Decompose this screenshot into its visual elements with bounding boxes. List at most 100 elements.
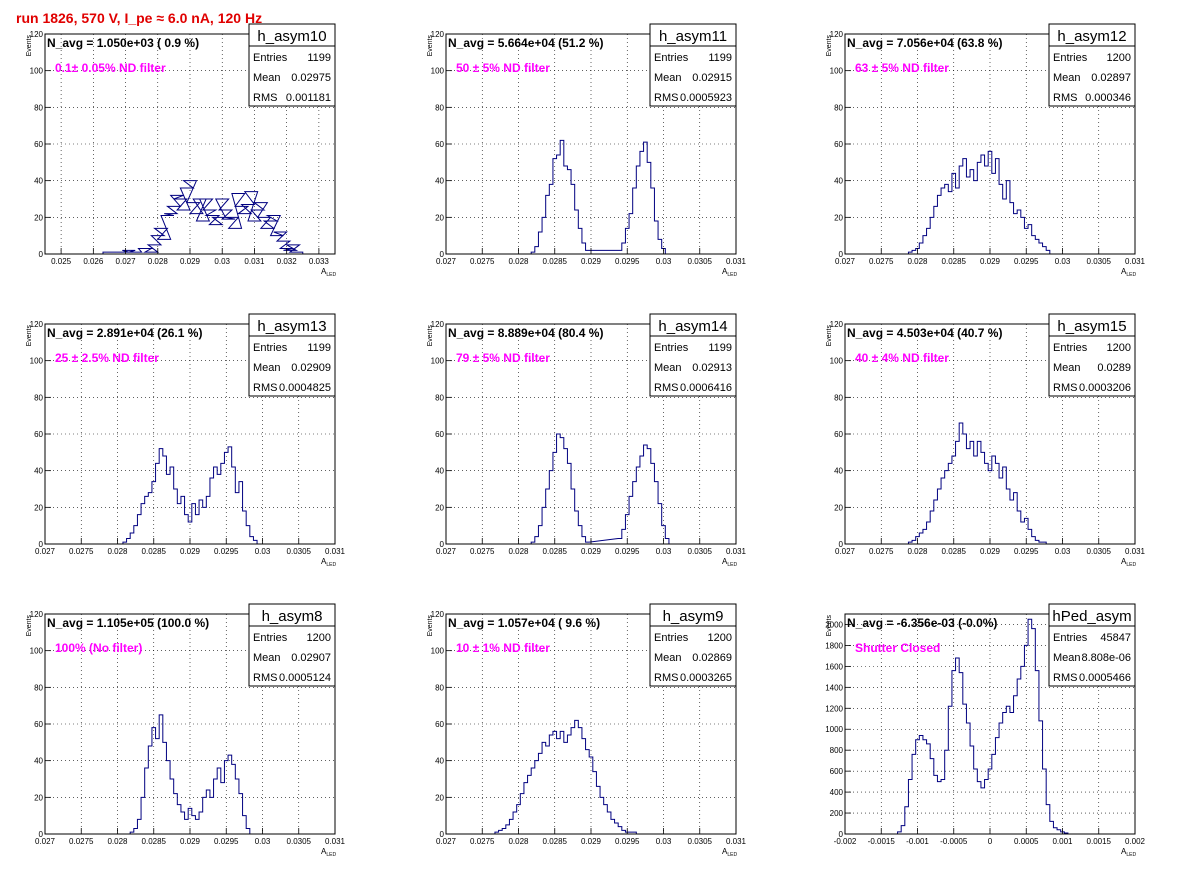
histogram-bin (185, 819, 189, 834)
stats-box: h_asym11 Entries 1199 Mean 0.02915 RMS 0.00059… (649, 23, 737, 107)
histogram-bin (912, 540, 916, 544)
histogram-bin (206, 790, 210, 834)
x-tick-label: 0.028 (148, 257, 169, 266)
filter-label: 79 ± 5% ND filter (456, 351, 550, 365)
n-avg-label: N_avg = 2.891e+04 (26.1 %) (47, 326, 202, 340)
histogram-bin (1024, 645, 1028, 834)
histogram-bin (992, 754, 996, 834)
histogram-bin (542, 742, 546, 834)
histogram-bin (235, 779, 239, 834)
y-axis-label: Events (26, 35, 33, 57)
stat-label: Entries (654, 52, 689, 64)
stats-box-frame (1048, 313, 1136, 397)
y-axis-label: Events (826, 615, 833, 637)
y-tick-label: 1000 (825, 725, 843, 734)
x-tick-label: 0.0295 (1014, 547, 1039, 556)
filter-label: 10 ± 1% ND filter (456, 641, 550, 655)
histogram-series (907, 150, 1051, 254)
stat-value: 0.0006416 (680, 382, 732, 394)
stats-box: h_asym15 Entries 1200 Mean 0.0289 RMS 0.000320… (1048, 313, 1136, 397)
y-tick-label: 120 (431, 610, 445, 619)
histogram-bin (593, 772, 597, 834)
histogram-bin (600, 797, 604, 834)
histogram-bin (1046, 805, 1050, 834)
histogram-bin (560, 438, 564, 544)
x-tick-label: 0 (988, 837, 993, 846)
x-tick-label: 0.0285 (543, 837, 568, 846)
stat-value: 1200 (307, 632, 331, 644)
y-axis-label: Events (427, 35, 434, 57)
histogram-bin (941, 478, 945, 544)
stat-label: Mean (654, 652, 682, 664)
histogram-bin (192, 504, 196, 544)
histogram-line (122, 446, 258, 544)
histogram-bin (209, 225, 222, 254)
histogram-bin (221, 783, 225, 834)
histogram-bin (905, 807, 909, 834)
histogram-bin (557, 434, 561, 544)
y-tick-label: 0 (39, 250, 44, 259)
stat-value: 0.0004825 (279, 382, 331, 394)
histogram-bin (654, 221, 658, 254)
y-tick-label: 0 (440, 830, 445, 839)
histogram-name: h_asym13 (257, 318, 326, 335)
histogram-bin (134, 526, 138, 544)
histogram-bin (158, 239, 171, 254)
histogram-bin (250, 537, 254, 544)
histogram-bin (985, 166, 989, 254)
histogram-bin (1039, 721, 1043, 834)
histogram-name: h_asym8 (262, 608, 323, 625)
x-axis-label-subscript: LED (727, 562, 737, 568)
stat-value: 0.0005466 (1079, 672, 1131, 684)
histogram-bin (607, 812, 611, 834)
histogram-bin (145, 768, 149, 834)
histogram-bin (538, 753, 542, 834)
x-tick-label: 0.0275 (470, 257, 495, 266)
stat-value: 0.02909 (291, 362, 331, 374)
stat-label: RMS (253, 92, 277, 104)
histogram-bin (203, 797, 207, 834)
y-tick-label: 60 (834, 140, 843, 149)
y-tick-label: 60 (34, 140, 43, 149)
stats-box-frame (248, 603, 336, 687)
histogram-bin (578, 526, 582, 544)
histogram-bin (941, 188, 945, 254)
histogram-bin (546, 195, 550, 254)
histogram-bin (232, 764, 236, 834)
x-axis-label-subscript: LED (727, 272, 737, 278)
y-tick-label: 100 (830, 357, 844, 366)
x-tick-label: 0.027 (436, 257, 457, 266)
histogram-bin (180, 188, 193, 254)
histogram-bin (966, 723, 970, 834)
histogram-bin (629, 496, 633, 544)
y-tick-label: 80 (435, 683, 444, 692)
histogram-bin (509, 819, 513, 834)
histogram-bin (1017, 511, 1021, 544)
histogram-bin (535, 537, 539, 544)
histogram-bin (985, 780, 989, 834)
histogram-bin (927, 744, 931, 834)
x-tick-label: 0.027 (436, 547, 457, 556)
stat-value: 1199 (307, 342, 331, 354)
histogram-bin (549, 184, 553, 254)
histogram-name: h_asym11 (659, 28, 727, 45)
histogram-name: h_asym14 (658, 318, 727, 335)
histogram-bin (977, 162, 981, 254)
x-tick-label: 0.027 (116, 257, 137, 266)
histogram-bin (1003, 467, 1007, 544)
x-tick-label: 0.0275 (69, 547, 94, 556)
histogram-series (897, 618, 1069, 834)
y-tick-label: 60 (435, 430, 444, 439)
histogram-bin (1050, 821, 1054, 834)
y-axis-label: Events (826, 35, 833, 57)
histogram-bin (644, 142, 648, 254)
stat-value: 1200 (708, 632, 732, 644)
histogram-bin (195, 515, 199, 544)
histogram-bin (956, 658, 960, 834)
histogram-bin (644, 445, 648, 544)
histogram-bin (1014, 214, 1018, 254)
x-tick-label: 0.031 (1125, 257, 1146, 266)
y-axis-label: Events (26, 615, 33, 637)
filter-label: Shutter Closed (855, 641, 940, 655)
histogram-bin (538, 526, 542, 544)
